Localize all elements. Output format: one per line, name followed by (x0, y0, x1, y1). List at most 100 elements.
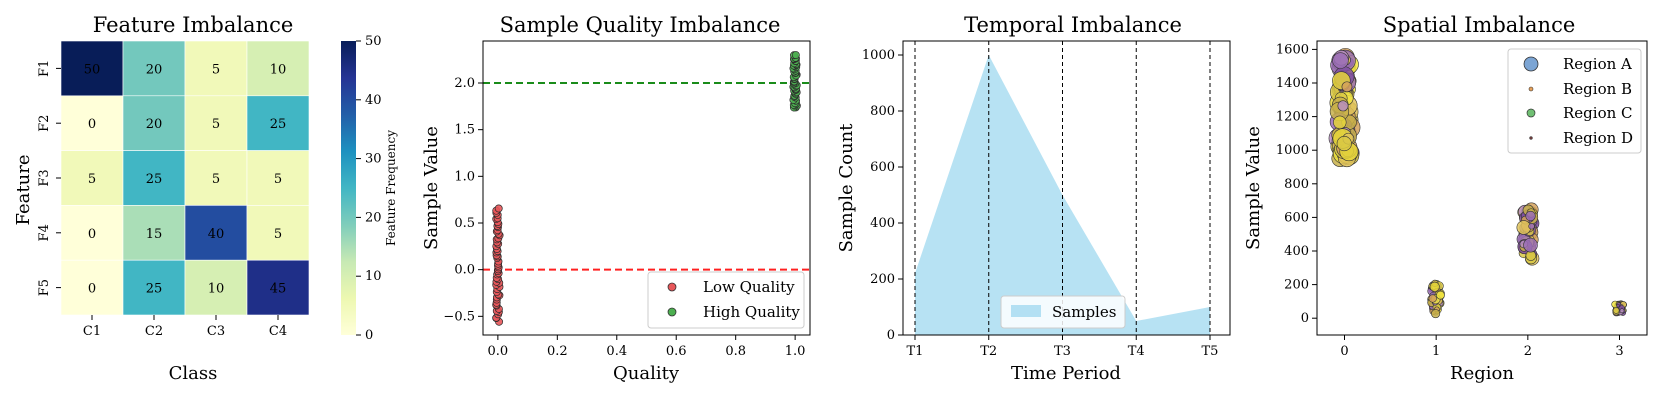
quality-title: Sample Quality Imbalance (500, 13, 781, 37)
heatmap-cell (246, 205, 310, 261)
heatmap-cell-label: 5 (212, 172, 220, 187)
legend-region-c-marker (1526, 108, 1536, 118)
heatmap-xtick-label: C2 (145, 324, 163, 339)
quality-xtick-label: 0.4 (606, 344, 627, 359)
spatial-ytick-label: 0 (1301, 311, 1309, 326)
colorbar (341, 41, 356, 335)
heatmap-cell-label: 15 (146, 227, 163, 242)
quality-ytick-label: 0.0 (454, 263, 475, 278)
temporal-xtick-label: T3 (1054, 344, 1071, 359)
heatmap-ytick-label: F5 (37, 279, 52, 296)
colorbar-tick-label: 0 (365, 328, 373, 343)
spatial-xlabel: Region (1450, 363, 1514, 384)
spatial-axes-frame (1316, 40, 1648, 336)
heatmap-cell-label: 25 (146, 282, 163, 297)
spatial-point (1523, 237, 1538, 253)
legend-region-c: Region C (1563, 104, 1633, 122)
heatmap-cell (246, 259, 310, 316)
heatmap-cell-label: 0 (88, 227, 96, 242)
spatial-point (1528, 223, 1535, 230)
quality-plot-area (483, 51, 810, 326)
spatial-ytick-label: 1200 (1276, 110, 1309, 125)
quality-legend: Low Quality High Quality (647, 271, 805, 329)
spatial-ytick-label: 1400 (1276, 76, 1309, 91)
heatmap-cell-label: 25 (146, 172, 163, 187)
temporal-xtick-label: T1 (907, 344, 924, 359)
spatial-point (1333, 115, 1347, 130)
spatial-ytick-label: 200 (1284, 278, 1309, 293)
heatmap-xtick-label: C4 (269, 324, 287, 339)
quality-xtick-label: 0.2 (547, 344, 568, 359)
temporal-plot-area (914, 41, 1211, 335)
spatial-xtick-label: 1 (1432, 344, 1440, 359)
legend-region-b-marker (1528, 86, 1534, 92)
heatmap-cell-label: 45 (270, 282, 287, 297)
colorbar-tick-label: 20 (365, 210, 382, 225)
temporal-xlabel: Time Period (1011, 363, 1121, 384)
spatial-panel: Spatial Imbalance 0 1 2 3 0 200 400 600 800 1000 1… (1243, 13, 1648, 384)
colorbar-tick-label: 10 (365, 269, 382, 284)
heatmap-cell (60, 40, 124, 97)
spatial-ytick-label: 1000 (1276, 143, 1309, 158)
heatmap-cell-label: 0 (88, 117, 96, 132)
heatmap-ytick-label: F4 (37, 224, 52, 241)
spatial-point (1332, 52, 1349, 69)
colorbar-ticks: 0 10 20 30 40 50 (356, 34, 382, 343)
heatmap-cell-label: 40 (208, 227, 225, 242)
legend-low-quality: Low Quality (703, 278, 795, 296)
spatial-point (1428, 294, 1437, 303)
heatmap-ytick-label: F3 (37, 169, 52, 186)
spatial-title: Spatial Imbalance (1383, 13, 1576, 37)
spatial-ticks: 0 1 2 3 0 200 400 600 800 1000 1200 1400 1600 (1276, 42, 1624, 359)
spatial-point (1616, 303, 1620, 308)
heatmap-cell (122, 150, 186, 206)
spatial-legend-box (1507, 48, 1642, 154)
heatmap-cell (246, 40, 310, 97)
legend-low-quality-marker (667, 282, 677, 292)
heatmap-title: Feature Imbalance (93, 13, 294, 37)
legend-region-d: Region D (1563, 129, 1633, 147)
spatial-ytick-label: 800 (1284, 177, 1309, 192)
temporal-legend-box (1000, 295, 1126, 329)
quality-xtick-label: 0.0 (488, 344, 509, 359)
colorbar-label: Feature Frequency (384, 130, 398, 246)
heatmap-cell (122, 205, 186, 261)
quality-panel: Sample Quality Imbalance 0.0 0.2 0.4 0.6 0.8… (421, 13, 811, 384)
quality-xtick-label: 0.8 (725, 344, 746, 359)
heatmap-cell (184, 259, 248, 316)
temporal-ytick-label: 800 (870, 104, 895, 119)
heatmap-cell-label: 5 (212, 117, 220, 132)
legend-region-d-marker (1529, 136, 1533, 140)
heatmap-cells: 50 20 5 100 20 5 255 25 5 50 15 40 50 25 10 45 (60, 40, 310, 316)
temporal-ticks: T1 T2 T3 T4 T5 0 200 400 600 800 1000 (862, 48, 1219, 359)
heatmap-cell-label: 50 (84, 62, 101, 77)
heatmap-cell (246, 95, 310, 151)
legend-samples-swatch (1011, 305, 1041, 317)
quality-ytick-label: 2.0 (454, 76, 475, 91)
temporal-xtick-label: T5 (1202, 344, 1219, 359)
legend-region-a: Region A (1563, 55, 1632, 73)
heatmap-cell (184, 205, 248, 261)
legend-samples: Samples (1052, 303, 1116, 321)
spatial-xtick-label: 0 (1340, 344, 1348, 359)
temporal-xtick-label: T2 (980, 344, 997, 359)
quality-point (494, 204, 503, 213)
quality-ticks: 0.0 0.2 0.4 0.6 0.8 1.0 −0.5 0.0 0.5 1.0 1.5 2.0 (443, 76, 805, 359)
heatmap-cell (184, 40, 248, 97)
quality-ylabel: Sample Value (421, 126, 442, 250)
spatial-xtick-label: 3 (1615, 344, 1623, 359)
spatial-point (1337, 100, 1349, 112)
quality-legend-box (647, 271, 805, 329)
colorbar-tick-label: 50 (365, 34, 382, 49)
quality-point (791, 51, 800, 59)
temporal-panel: Temporal Imbalance T1 T2 T3 T4 T5 0 200 400 600 8… (836, 13, 1231, 384)
heatmap-cell (60, 95, 124, 151)
heatmap-cell-label: 10 (208, 282, 225, 297)
temporal-axes-frame (902, 40, 1231, 336)
heatmap-xtick-label: C3 (207, 324, 225, 339)
heatmap-ylabel: Feature (13, 155, 34, 226)
heatmap-ytick-label: F2 (37, 115, 52, 132)
spatial-point (1436, 290, 1445, 300)
spatial-point (1341, 81, 1353, 93)
